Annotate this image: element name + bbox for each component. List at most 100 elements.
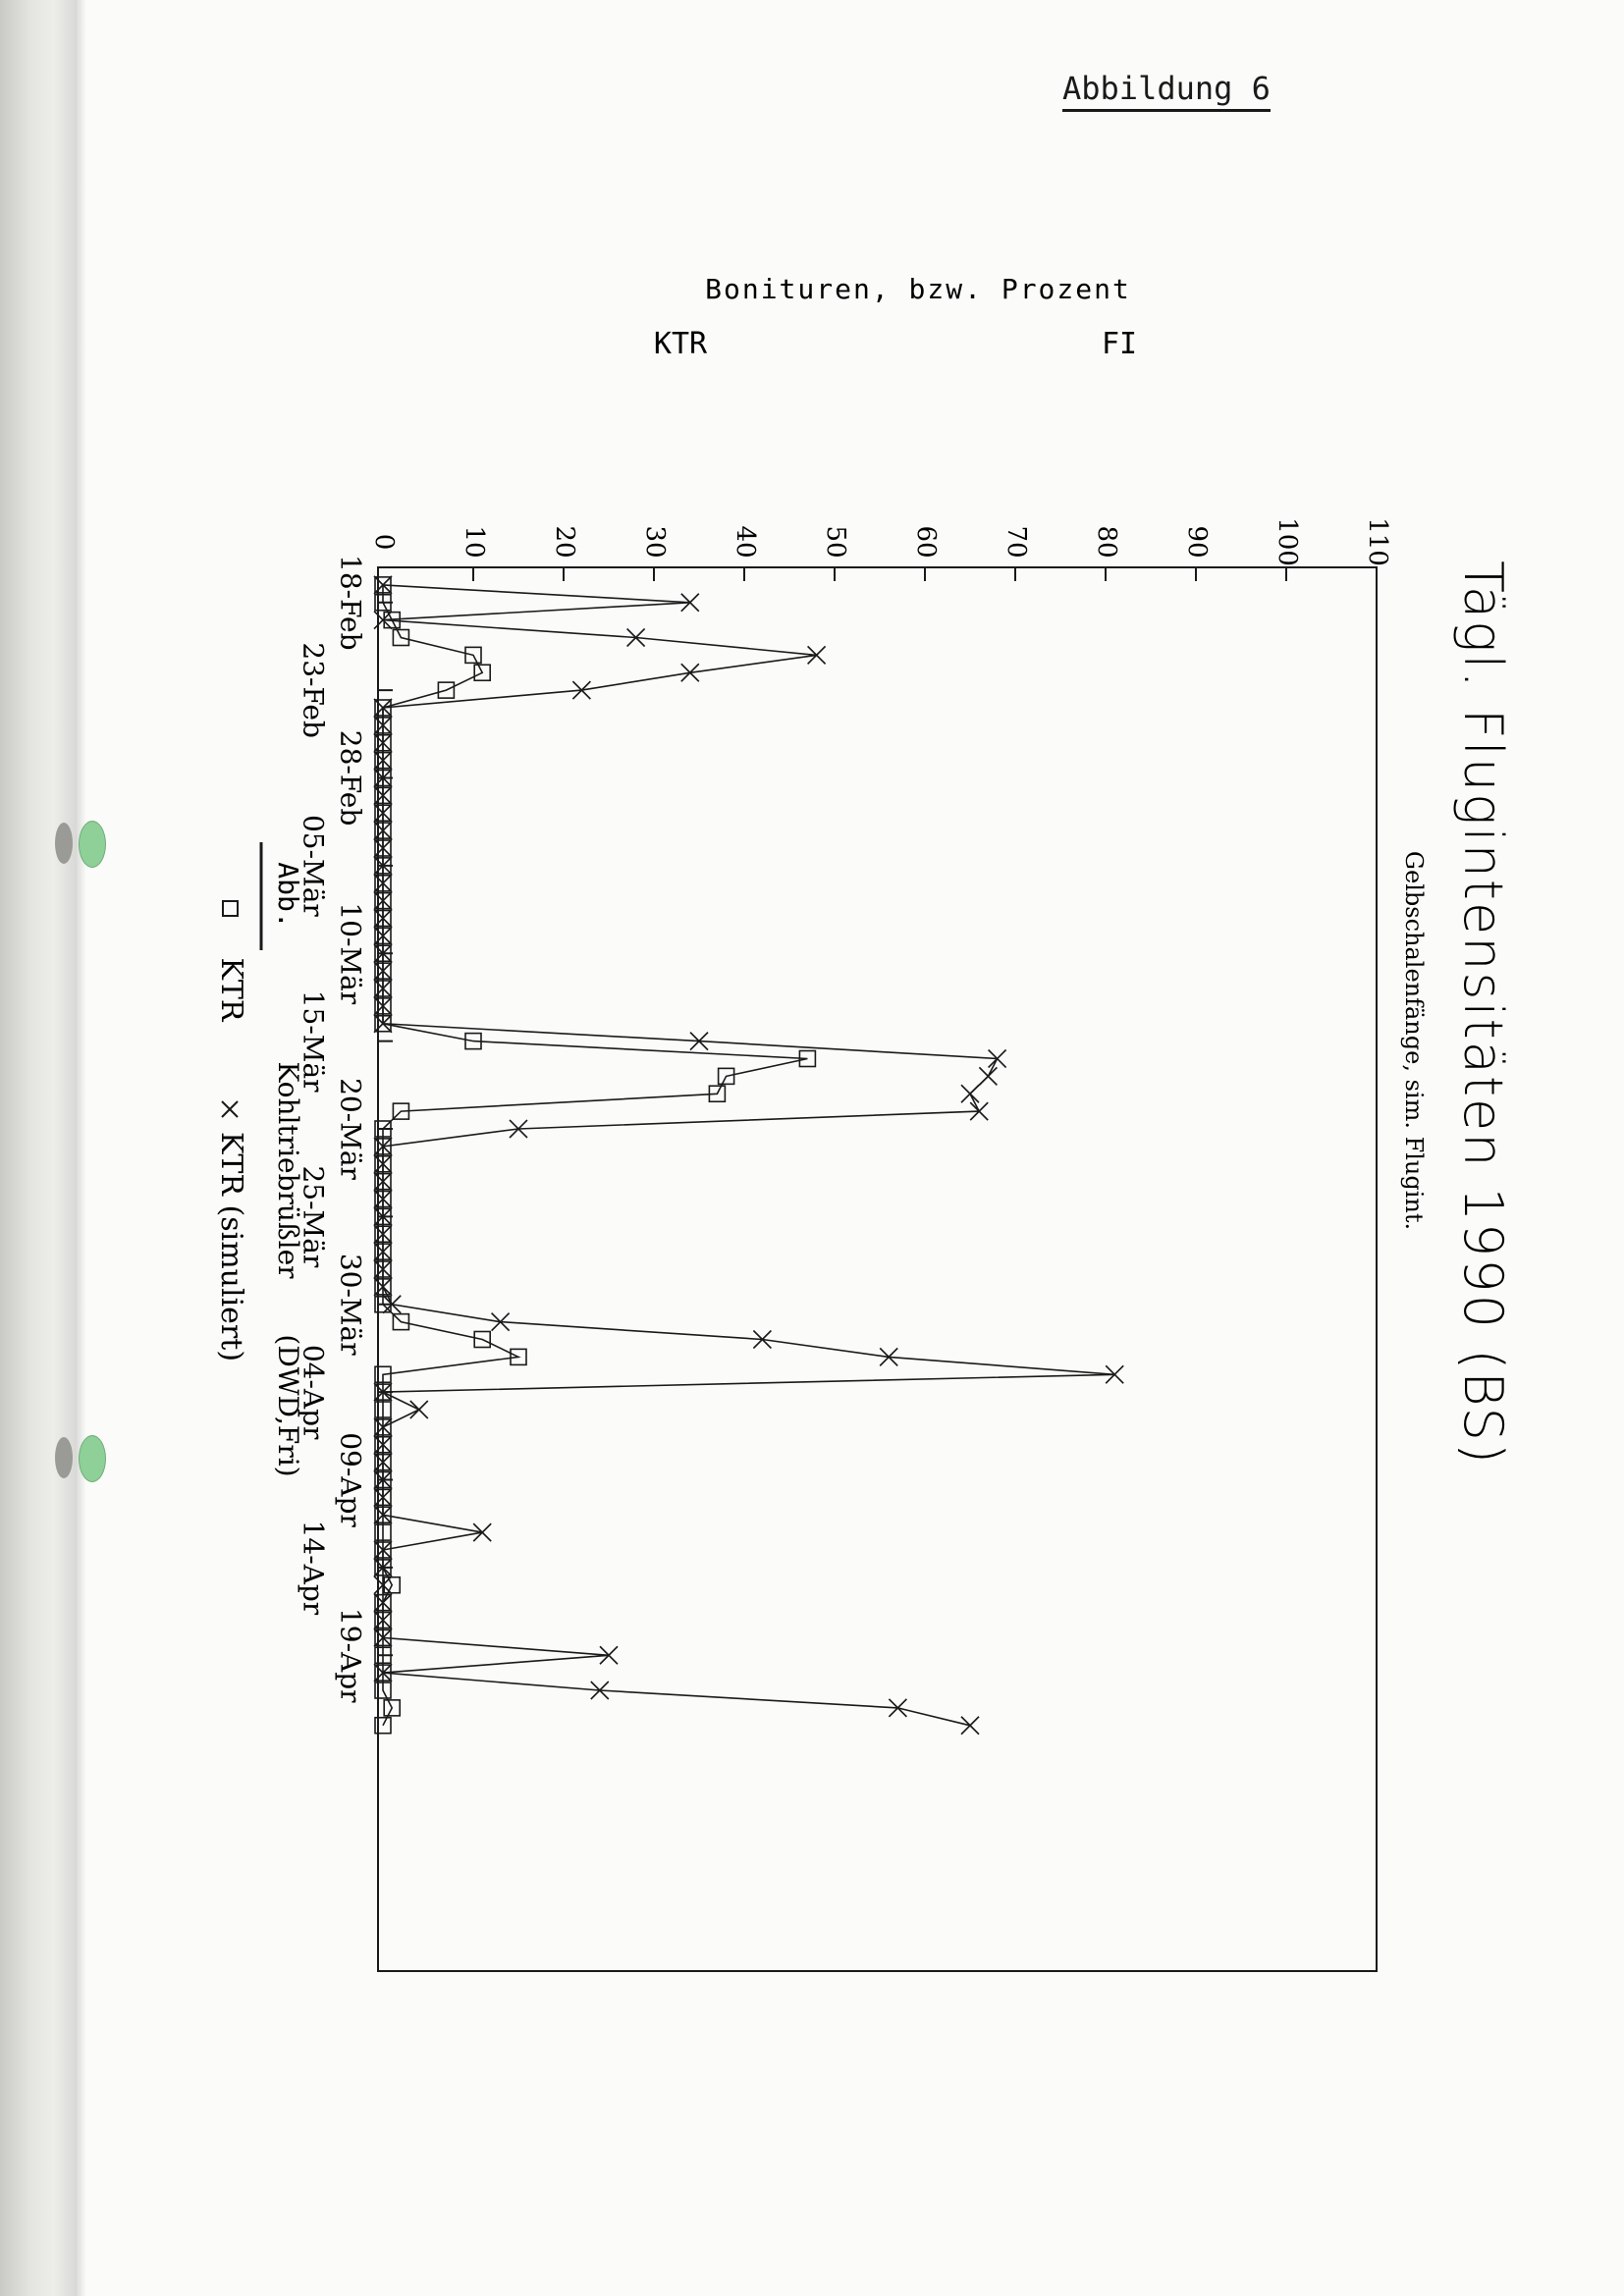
ktr-simuliert-point: [373, 1593, 393, 1613]
x-tick-label: 15-Mär: [298, 990, 330, 1093]
x-tick-label: 04-Apr: [298, 1345, 330, 1440]
ktr-simuliert-point: [571, 680, 591, 700]
ktr-point: [374, 1243, 392, 1260]
ktr-point: [374, 1716, 392, 1735]
ktr-simuliert-point: [373, 1610, 393, 1630]
ktr-point: [374, 1523, 392, 1541]
x-tick-label: 18-Feb: [335, 555, 367, 650]
ktr-simuliert-point: [373, 733, 393, 753]
ktr-point: [374, 1418, 392, 1436]
ktr-point: [383, 1575, 402, 1594]
ktr-simuliert-point: [373, 1663, 393, 1682]
ktr-point: [374, 1383, 392, 1401]
ktr-point: [374, 980, 392, 997]
x-tick-label: 25-Mär: [298, 1165, 330, 1267]
ktr-simuliert-point: [373, 1505, 393, 1524]
ktr-point: [374, 1435, 392, 1454]
y-tick-label: 30: [640, 525, 670, 558]
ktr-point: [392, 628, 410, 647]
ktr-point: [374, 927, 392, 945]
ktr-simuliert-point: [373, 1453, 393, 1472]
ktr-point: [374, 769, 392, 787]
ktr-simuliert-point: [373, 926, 393, 945]
x-tick-label: 19-Apr: [335, 1608, 367, 1703]
ktr-simuliert-point: [373, 768, 393, 788]
ktr-simuliert-point: [960, 1716, 980, 1735]
ktr-simuliert-point: [373, 1435, 393, 1455]
x-tick-label: 05-Mär: [298, 815, 330, 917]
ktr-point: [374, 804, 392, 823]
ktr-point: [374, 1611, 392, 1629]
plot-area: 0 10 20 30 40 50 60 70 80 90 100 110 18-Feb23-Feb28…: [298, 517, 1392, 1972]
chart-subtitle: Gelbschalenfänge, sim. Flugint.: [1400, 851, 1428, 1230]
x-tick-label: 23-Feb: [298, 642, 330, 737]
ktr-simuliert-point: [373, 996, 393, 1016]
ktr-point: [374, 1682, 392, 1699]
series-lines: [382, 584, 1115, 1727]
series-line-ktr: [382, 584, 808, 1727]
ktr-point: [510, 1348, 527, 1366]
x-tick-label: 30-Mär: [335, 1254, 367, 1356]
ktr-point: [374, 1014, 392, 1033]
ktr-point: [374, 733, 392, 752]
series-line-ktr-simuliert: [382, 584, 1115, 1727]
y-tick-label: 110: [1363, 517, 1392, 566]
ktr-point: [374, 839, 392, 857]
ktr-point: [717, 1067, 735, 1086]
ktr-simuliert-point: [373, 785, 393, 805]
x-tick-label: 28-Feb: [335, 730, 367, 826]
ktr-point: [374, 593, 392, 612]
ktr-simuliert-point: [509, 1119, 528, 1139]
ktr-simuliert-point: [373, 1137, 393, 1156]
ktr-point: [374, 1225, 392, 1244]
ktr-point: [374, 891, 392, 910]
y-axis-label-right: FI: [1102, 327, 1137, 361]
ktr-simuliert-point: [373, 1259, 393, 1279]
ktr-point: [374, 751, 392, 770]
ktr-point: [374, 1260, 392, 1278]
y-tick-label: 90: [1182, 525, 1212, 558]
ktr-point: [473, 1330, 492, 1349]
ktr-point: [374, 1664, 392, 1682]
ktr-point: [383, 1699, 402, 1717]
ktr-point: [383, 611, 402, 629]
ktr-simuliert-point: [988, 1048, 1007, 1069]
ktr-point: [374, 1120, 392, 1138]
ktr-point: [374, 997, 392, 1015]
y-tick-label: 0: [369, 534, 399, 551]
x-tick-label: 20-Mär: [335, 1078, 367, 1180]
ktr-simuliert-point: [626, 627, 646, 648]
y-tick-label: 70: [1001, 525, 1031, 558]
ktr-simuliert-point: [680, 663, 700, 682]
punch-hole-shadow-lower: [55, 1437, 73, 1478]
ktr-point: [392, 1312, 410, 1331]
ktr-point: [374, 962, 392, 980]
x-tick-label: 10-Mär: [335, 902, 367, 1004]
ktr-simuliert-point: [689, 1032, 709, 1051]
ktr-simuliert-point: [373, 1172, 393, 1192]
ktr-point: [374, 1295, 392, 1313]
ktr-simuliert-point: [969, 1101, 989, 1121]
y-tick-label: 10: [460, 525, 489, 558]
ktr-point: [374, 909, 392, 928]
ktr-simuliert-point: [373, 611, 393, 630]
ktr-simuliert-point: [382, 1295, 402, 1314]
ktr-point: [374, 1506, 392, 1524]
ktr-simuliert-point: [373, 838, 393, 858]
ktr-simuliert-point: [807, 645, 827, 665]
punch-hole-shadow-upper: [55, 823, 73, 864]
legend: KTR KTR (simuliert): [214, 900, 248, 1362]
ktr-simuliert-point: [373, 698, 393, 718]
ktr-point: [374, 786, 392, 805]
legend-x-marker: [221, 1100, 239, 1118]
ktr-simuliert-point: [373, 943, 393, 963]
ktr-simuliert-point: [373, 1469, 393, 1490]
ktr-point: [374, 717, 392, 734]
ktr-point: [374, 1190, 392, 1208]
x-axis: 18-Feb23-Feb28-Feb05-Mär10-Mär15-Mär20-M…: [298, 555, 393, 1703]
ktr-point: [473, 664, 492, 682]
ktr-simuliert-point: [888, 1698, 907, 1718]
ktr-simuliert-point: [373, 1540, 393, 1560]
x-tick-label: 14-Apr: [298, 1521, 330, 1616]
ktr-simuliert-point: [960, 1084, 980, 1103]
